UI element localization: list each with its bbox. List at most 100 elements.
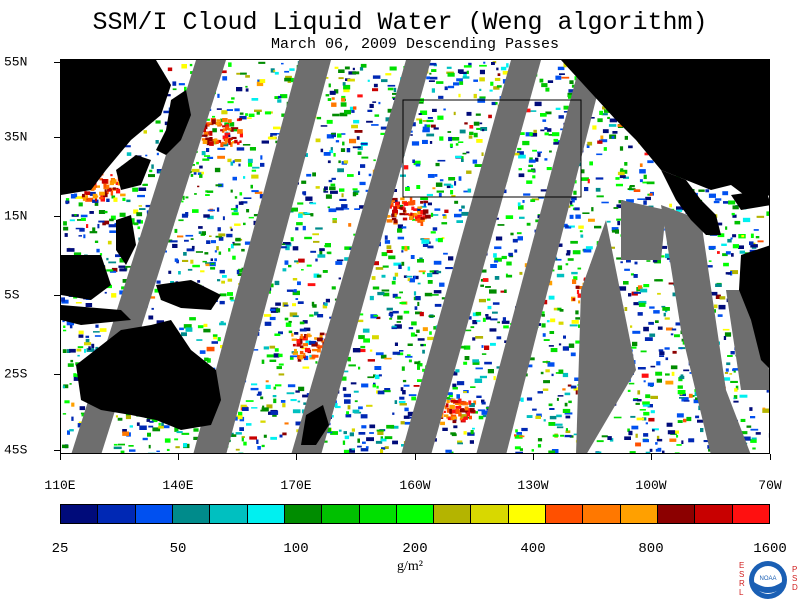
- cloud-water-pixel: [643, 200, 647, 204]
- cloud-water-pixel: [630, 416, 635, 418]
- cloud-water-pixel: [596, 177, 604, 179]
- cloud-water-pixel: [286, 323, 292, 327]
- cloud-water-pixel: [231, 229, 233, 232]
- cloud-water-pixel: [441, 222, 447, 224]
- cloud-water-pixel: [455, 156, 462, 158]
- cloud-water-pixel: [393, 311, 399, 314]
- cloud-water-pixel: [487, 299, 491, 301]
- cloud-water-pixel: [430, 77, 438, 80]
- cloud-water-pixel: [542, 323, 546, 327]
- cloud-water-pixel: [110, 174, 112, 176]
- cloud-water-pixel: [478, 409, 486, 411]
- cloud-water-pixel: [204, 132, 208, 135]
- cloud-water-pixel: [464, 431, 467, 435]
- cloud-water-pixel: [476, 114, 481, 116]
- colorbar-swatch: [733, 505, 769, 523]
- cloud-water-pixel: [251, 185, 254, 189]
- cloud-water-pixel: [186, 235, 194, 237]
- latitude-label: 55N: [4, 55, 27, 70]
- cloud-water-pixel: [632, 331, 640, 334]
- map-title: SSM/I Cloud Liquid Water (Weng algorithm…: [0, 8, 800, 37]
- cloud-water-pixel: [398, 265, 401, 269]
- cloud-water-pixel: [584, 187, 588, 191]
- cloud-water-pixel: [270, 346, 276, 349]
- cloud-water-pixel: [119, 268, 126, 271]
- cloud-water-pixel: [236, 449, 240, 451]
- cloud-water-pixel: [496, 68, 498, 71]
- cloud-water-pixel: [185, 212, 188, 216]
- colorbar-swatch: [210, 505, 247, 523]
- cloud-water-pixel: [646, 422, 648, 424]
- cloud-water-pixel: [420, 312, 424, 316]
- cloud-water-pixel: [281, 400, 286, 403]
- cloud-water-pixel: [247, 117, 252, 119]
- cloud-water-pixel: [556, 415, 562, 418]
- cloud-water-pixel: [157, 281, 161, 284]
- cloud-water-pixel: [109, 230, 117, 233]
- cloud-water-pixel: [566, 253, 570, 255]
- cloud-water-pixel: [496, 237, 502, 241]
- cloud-water-pixel: [650, 396, 658, 399]
- longitude-label: 110E: [44, 478, 75, 493]
- cloud-water-pixel: [576, 390, 578, 394]
- cloud-water-pixel: [315, 259, 317, 262]
- cloud-water-pixel: [466, 152, 469, 154]
- cloud-water-pixel: [178, 271, 181, 275]
- cloud-water-pixel: [410, 198, 413, 202]
- cloud-water-pixel: [339, 77, 344, 79]
- cloud-water-pixel: [544, 419, 546, 421]
- cloud-water-pixel: [390, 67, 397, 71]
- cloud-water-pixel: [351, 110, 354, 113]
- logo-letter: L: [739, 588, 744, 597]
- cloud-water-pixel: [217, 108, 222, 110]
- cloud-water-pixel: [459, 209, 462, 211]
- cloud-water-pixel: [296, 222, 303, 225]
- cloud-water-pixel: [183, 443, 187, 447]
- cloud-water-pixel: [352, 428, 355, 431]
- cloud-water-pixel: [541, 83, 547, 87]
- cloud-water-pixel: [196, 339, 202, 341]
- cloud-water-pixel: [63, 227, 68, 231]
- cloud-water-pixel: [149, 170, 152, 173]
- cloud-water-pixel: [409, 360, 412, 363]
- colorbar-label: 50: [170, 541, 187, 557]
- cloud-water-pixel: [466, 171, 471, 174]
- cloud-water-pixel: [624, 162, 627, 166]
- cloud-water-pixel: [586, 246, 593, 249]
- cloud-water-pixel: [411, 397, 416, 401]
- cloud-water-pixel: [645, 337, 653, 341]
- cloud-water-pixel: [179, 83, 185, 85]
- cloud-water-pixel: [529, 157, 533, 159]
- cloud-water-pixel: [228, 248, 230, 252]
- cloud-water-pixel: [353, 106, 356, 109]
- cloud-water-pixel: [148, 316, 153, 320]
- cloud-water-pixel: [404, 408, 408, 412]
- cloud-water-pixel: [284, 71, 289, 73]
- cloud-water-pixel: [618, 172, 625, 175]
- cloud-water-pixel: [471, 430, 474, 434]
- cloud-water-pixel: [102, 179, 108, 184]
- cloud-water-pixel: [530, 199, 535, 202]
- cloud-water-pixel: [114, 447, 122, 450]
- cloud-water-pixel: [341, 102, 347, 106]
- cloud-water-pixel: [332, 220, 337, 223]
- cloud-water-pixel: [432, 88, 435, 92]
- cloud-water-pixel: [389, 318, 392, 320]
- cloud-water-pixel: [288, 384, 295, 387]
- cloud-water-pixel: [399, 401, 406, 403]
- cloud-water-pixel: [427, 273, 432, 277]
- cloud-water-pixel: [453, 82, 459, 85]
- colorbar-swatch: [471, 505, 508, 523]
- cloud-water-pixel: [256, 440, 258, 445]
- cloud-water-pixel: [678, 385, 683, 388]
- cloud-water-pixel: [749, 241, 754, 245]
- cloud-water-pixel: [317, 338, 323, 342]
- cloud-water-pixel: [684, 400, 690, 402]
- cloud-water-pixel: [361, 157, 368, 159]
- cloud-water-pixel: [393, 352, 401, 355]
- cloud-water-pixel: [607, 436, 611, 440]
- cloud-water-pixel: [307, 265, 312, 267]
- cloud-water-pixel: [369, 425, 375, 429]
- colorbar-label: 25: [52, 541, 69, 557]
